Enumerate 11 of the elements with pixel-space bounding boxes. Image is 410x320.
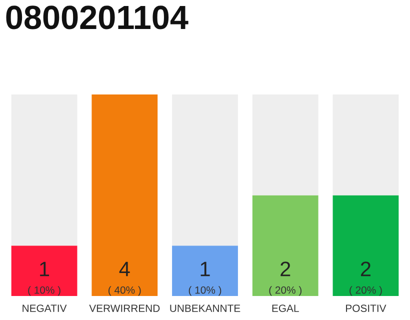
x-tick-label: VERWIRREND bbox=[89, 304, 160, 312]
data-label: 2 ( 20% ) bbox=[350, 262, 382, 296]
x-tick-label: NEGATIV bbox=[22, 304, 67, 312]
chart-title: 0800201104 bbox=[6, 6, 188, 30]
data-label: 4 ( 40% ) bbox=[108, 262, 141, 296]
x-tick-label: EGAL bbox=[272, 304, 299, 312]
data-label: 1 ( 10% ) bbox=[188, 262, 222, 296]
data-label: 1 ( 10% ) bbox=[28, 262, 60, 296]
data-label: 2 ( 20% ) bbox=[269, 262, 302, 296]
x-tick-label: UNBEKANNTE bbox=[170, 304, 240, 312]
x-tick-label: POSITIV bbox=[346, 304, 386, 312]
